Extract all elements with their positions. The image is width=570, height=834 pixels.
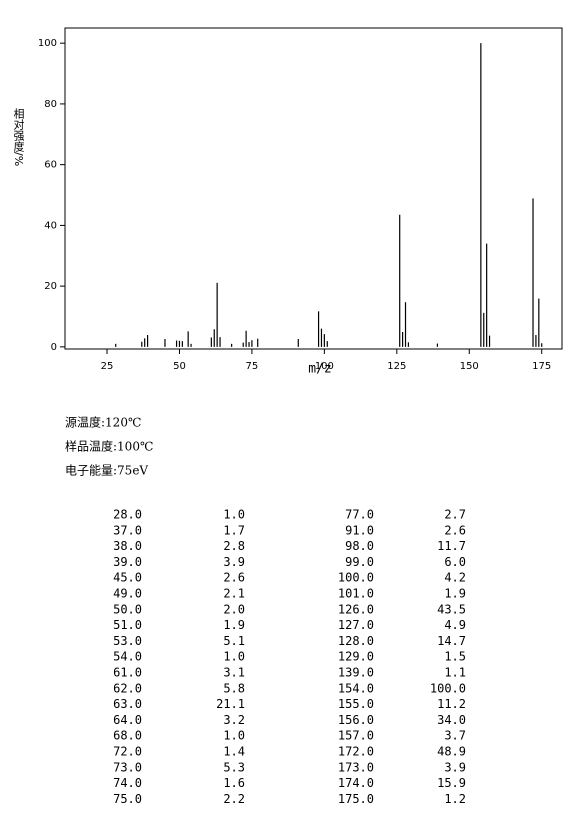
table-mz: 91.0: [345, 523, 374, 537]
x-tick-label: 175: [532, 361, 551, 372]
table-intensity: 3.1: [223, 666, 245, 680]
y-tick-label: 80: [44, 99, 57, 110]
table-mz: 174.0: [338, 776, 374, 790]
x-tick-label: 25: [101, 361, 114, 372]
table-mz: 62.0: [113, 681, 142, 695]
table-mz: 63.0: [113, 697, 142, 711]
table-intensity: 2.0: [223, 602, 245, 616]
info-line: 样品温度:100℃: [65, 439, 153, 454]
plot-frame: [64, 27, 563, 350]
x-axis-label: m/z: [308, 362, 331, 377]
table-mz: 101.0: [338, 587, 374, 601]
y-tick-label: 20: [44, 281, 57, 292]
table-intensity: 2.7: [444, 508, 466, 522]
table-mz: 126.0: [338, 602, 374, 616]
table-intensity: 1.4: [223, 745, 245, 759]
table-mz: 39.0: [113, 555, 142, 569]
table-intensity: 4.2: [444, 571, 466, 585]
table-intensity: 34.0: [437, 713, 466, 727]
table-mz: 127.0: [338, 618, 374, 632]
table-intensity: 2.2: [223, 792, 245, 806]
table-intensity: 1.0: [223, 650, 245, 664]
table-mz: 157.0: [338, 729, 374, 743]
table-mz: 37.0: [113, 523, 142, 537]
table-intensity: 1.9: [444, 587, 466, 601]
table-intensity: 1.7: [223, 523, 245, 537]
table-mz: 72.0: [113, 745, 142, 759]
table-mz: 98.0: [345, 539, 374, 553]
y-tick-label: 60: [44, 160, 57, 171]
table-intensity: 2.6: [444, 523, 466, 537]
table-mz: 49.0: [113, 587, 142, 601]
table-intensity: 48.9: [437, 745, 466, 759]
table-intensity: 11.7: [437, 539, 466, 553]
x-tick-label: 75: [246, 361, 259, 372]
table-intensity: 1.2: [444, 792, 466, 806]
table-intensity: 1.5: [444, 650, 466, 664]
table-intensity: 3.9: [223, 555, 245, 569]
x-tick-label: 125: [387, 361, 406, 372]
table-mz: 64.0: [113, 713, 142, 727]
table-mz: 61.0: [113, 666, 142, 680]
table-mz: 53.0: [113, 634, 142, 648]
table-mz: 173.0: [338, 760, 374, 774]
table-intensity: 14.7: [437, 634, 466, 648]
y-tick-label: 40: [44, 220, 57, 231]
table-mz: 45.0: [113, 571, 142, 585]
info-line: 电子能量:75eV: [65, 464, 148, 478]
table-mz: 175.0: [338, 792, 374, 806]
table-intensity: 1.1: [444, 666, 466, 680]
y-tick-label: 100: [38, 38, 57, 49]
table-intensity: 4.9: [444, 618, 466, 632]
table-mz: 38.0: [113, 539, 142, 553]
y-tick-label: 0: [51, 342, 57, 353]
table-intensity: 2.1: [223, 587, 245, 601]
table-mz: 75.0: [113, 792, 142, 806]
table-mz: 28.0: [113, 508, 142, 522]
table-mz: 154.0: [338, 681, 374, 695]
x-tick-label: 100: [315, 361, 334, 372]
table-mz: 77.0: [345, 508, 374, 522]
table-intensity: 3.7: [444, 729, 466, 743]
table-mz: 51.0: [113, 618, 142, 632]
table-mz: 68.0: [113, 729, 142, 743]
table-intensity: 3.9: [444, 760, 466, 774]
table-intensity: 6.0: [444, 555, 466, 569]
table-intensity: 1.6: [223, 776, 245, 790]
table-mz: 155.0: [338, 697, 374, 711]
table-intensity: 1.0: [223, 729, 245, 743]
x-tick-label: 150: [460, 361, 479, 372]
table-mz: 100.0: [338, 571, 374, 585]
table-mz: 73.0: [113, 760, 142, 774]
table-intensity: 21.1: [216, 697, 245, 711]
table-intensity: 5.8: [223, 681, 245, 695]
table-mz: 172.0: [338, 745, 374, 759]
table-intensity: 2.8: [223, 539, 245, 553]
table-intensity: 100.0: [430, 681, 466, 695]
table-intensity: 2.6: [223, 571, 245, 585]
table-intensity: 3.2: [223, 713, 245, 727]
table-intensity: 5.3: [223, 760, 245, 774]
table-intensity: 1.0: [223, 508, 245, 522]
table-mz: 129.0: [338, 650, 374, 664]
table-mz: 54.0: [113, 650, 142, 664]
table-mz: 74.0: [113, 776, 142, 790]
table-intensity: 1.9: [223, 618, 245, 632]
table-mz: 156.0: [338, 713, 374, 727]
table-mz: 50.0: [113, 602, 142, 616]
table-intensity: 15.9: [437, 776, 466, 790]
table-mz: 99.0: [345, 555, 374, 569]
x-tick-label: 50: [173, 361, 186, 372]
table-intensity: 11.2: [437, 697, 466, 711]
table-intensity: 5.1: [223, 634, 245, 648]
table-intensity: 43.5: [437, 602, 466, 616]
info-line: 源温度:120℃: [65, 415, 141, 430]
y-axis-label: 相对强度/%: [12, 108, 25, 166]
table-mz: 128.0: [338, 634, 374, 648]
table-mz: 139.0: [338, 666, 374, 680]
